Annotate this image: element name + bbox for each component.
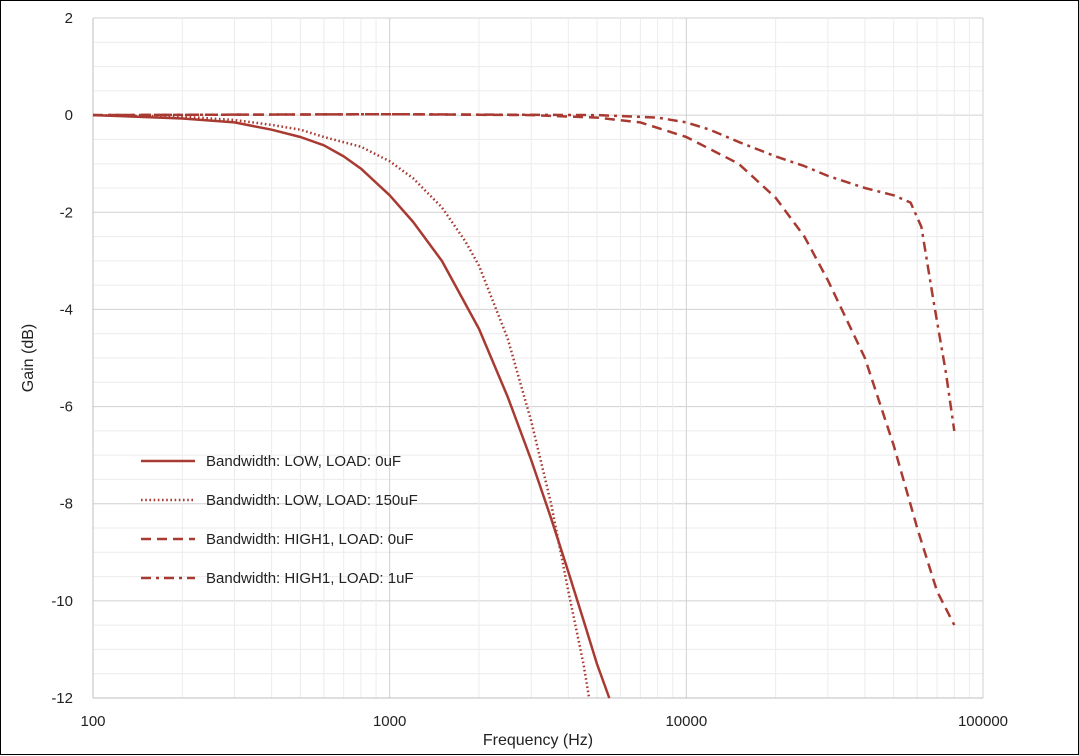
x-axis-title: Frequency (Hz): [483, 732, 593, 749]
y-tick-label: 2: [65, 10, 73, 27]
legend-label: Bandwidth: HIGH1, LOAD: 0uF: [206, 531, 414, 548]
x-tick-label: 100000: [958, 713, 1008, 730]
legend-label: Bandwidth: LOW, LOAD: 150uF: [206, 492, 418, 509]
grid: [93, 18, 983, 698]
x-tick-label: 10000: [665, 713, 707, 730]
x-tick-label: 1000: [373, 713, 406, 730]
y-tick-label: -10: [51, 593, 73, 610]
legend-label: Bandwidth: HIGH1, LOAD: 1uF: [206, 570, 414, 587]
series-line-dashdot: [93, 114, 954, 431]
legend-label: Bandwidth: LOW, LOAD: 0uF: [206, 453, 401, 470]
series-line-dashed: [93, 114, 954, 625]
y-tick-label: -8: [60, 496, 73, 513]
y-tick-label: -4: [60, 301, 73, 318]
y-tick-label: -2: [60, 204, 73, 221]
x-tick-label: 100: [80, 713, 105, 730]
y-tick-label: 0: [65, 107, 73, 124]
y-tick-label: -6: [60, 399, 73, 416]
y-tick-label: -12: [51, 690, 73, 707]
y-axis-title: Gain (dB): [20, 324, 37, 392]
